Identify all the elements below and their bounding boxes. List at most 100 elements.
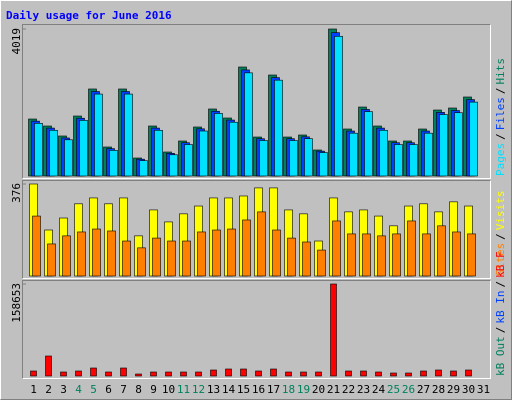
bar (394, 144, 403, 177)
bar (255, 370, 262, 377)
bar (435, 369, 442, 377)
bar (135, 373, 142, 377)
x-tick-label: 21 (327, 383, 340, 396)
bar (272, 229, 281, 277)
bar (304, 138, 313, 177)
bar (152, 237, 161, 277)
bar (122, 240, 131, 277)
legend-separator: / (494, 327, 507, 334)
y-tick-label: 158653 (10, 283, 23, 323)
bar (225, 368, 232, 377)
bar (375, 371, 382, 377)
x-tick-label: 28 (432, 383, 445, 396)
bar (334, 35, 343, 177)
bar (467, 233, 476, 277)
bar (45, 355, 52, 377)
bar (195, 371, 202, 377)
bar (315, 371, 322, 377)
bar (139, 160, 148, 177)
legend-entry: Visits (494, 191, 507, 231)
bar (107, 230, 116, 277)
x-tick-label: 31 (477, 383, 490, 396)
legend-entry: Pages (494, 143, 507, 176)
bar (405, 372, 412, 377)
legend-entry: kB In (494, 291, 507, 324)
bar (227, 228, 236, 277)
x-tick-label: 23 (357, 383, 370, 396)
legend-entry: Sites (494, 243, 507, 276)
bar (450, 370, 457, 377)
x-tick-label: 2 (45, 383, 52, 396)
bar (109, 150, 118, 177)
x-tick-label: 12 (192, 383, 205, 396)
x-tick-label: 5 (90, 383, 97, 396)
bar (287, 237, 296, 277)
bar (319, 152, 328, 177)
bar (452, 231, 461, 277)
x-tick-label: 17 (267, 383, 280, 396)
bar (180, 371, 187, 377)
legend-entry: Files (494, 97, 507, 130)
bar (469, 101, 478, 177)
x-tick-label: 7 (120, 383, 127, 396)
bar (64, 139, 73, 177)
panel-edge (22, 24, 491, 179)
legend-entry: Hits (494, 58, 507, 85)
bar (300, 371, 307, 377)
bar (270, 368, 277, 377)
bar (30, 370, 37, 377)
x-tick-label: 25 (387, 383, 400, 396)
bar (377, 235, 386, 277)
bar (379, 129, 388, 177)
bar (392, 233, 401, 277)
x-tick-label: 4 (75, 383, 82, 396)
bar (257, 211, 266, 277)
panel (22, 280, 491, 379)
bar (182, 240, 191, 277)
legend: Sites / Visits (494, 191, 507, 277)
bar (347, 233, 356, 277)
bar (105, 371, 112, 377)
y-tick-label: 376 (10, 183, 23, 203)
x-tick-label: 29 (447, 383, 460, 396)
bar (285, 371, 292, 377)
panel-edge (22, 280, 491, 379)
legend-entry: kB F (494, 251, 507, 278)
legend: Pages / Files / Hits (494, 58, 507, 176)
bar (360, 370, 367, 377)
bar (137, 247, 146, 277)
bar (349, 132, 358, 177)
bar (302, 241, 311, 277)
x-tick-label: 13 (207, 383, 220, 396)
bar (79, 120, 88, 177)
x-tick-label: 11 (177, 383, 190, 396)
x-tick-label: 10 (162, 383, 175, 396)
bar (212, 229, 221, 277)
bar (47, 243, 56, 277)
bar (330, 283, 337, 377)
bar (120, 367, 127, 377)
bar (240, 368, 247, 377)
bar (90, 367, 97, 377)
x-tick-label: 15 (237, 383, 250, 396)
bar (169, 154, 178, 177)
bar (332, 220, 341, 277)
legend: kB Out / kB In / kB F (494, 251, 507, 376)
bar (214, 113, 223, 177)
bar (317, 249, 326, 277)
bar (62, 235, 71, 277)
bar (210, 369, 217, 377)
bar (407, 220, 416, 277)
x-tick-label: 24 (372, 383, 386, 396)
x-tick-label: 6 (105, 383, 112, 396)
bar (197, 231, 206, 277)
legend-separator: / (494, 133, 507, 140)
bar (77, 231, 86, 277)
x-tick-label: 1 (30, 383, 37, 396)
legend-separator: / (494, 233, 507, 240)
bar (167, 240, 176, 277)
bar (150, 371, 157, 377)
bar (124, 93, 133, 177)
x-tick-label: 22 (342, 383, 355, 396)
